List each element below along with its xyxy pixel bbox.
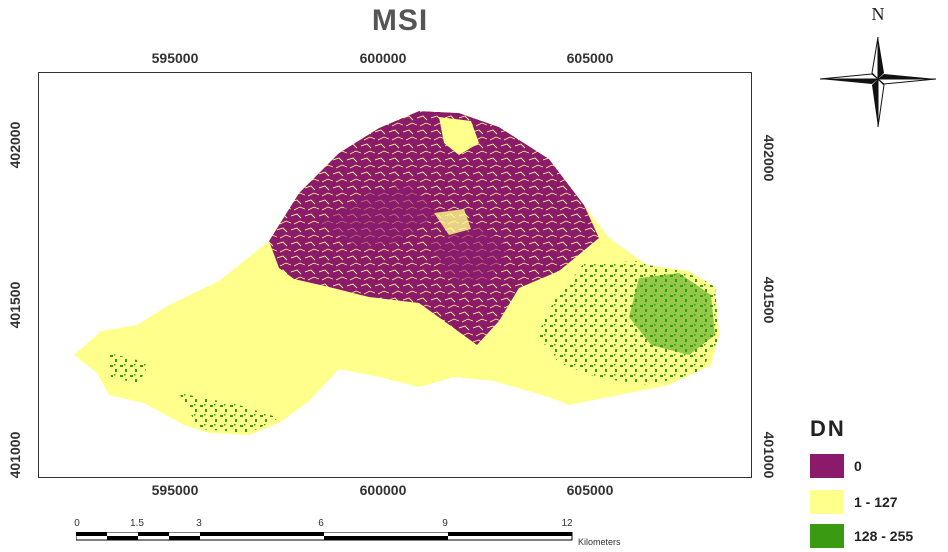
scale-label: 0 [74, 518, 80, 529]
x-tick-bottom: 605000 [566, 482, 614, 498]
x-tick-bottom: 595000 [151, 482, 199, 498]
scale-label: 1.5 [130, 518, 144, 529]
map-title: MSI [371, 4, 429, 37]
y-tick-left: 401500 [7, 281, 23, 329]
scale-label: 6 [318, 518, 324, 529]
legend-label: 128 - 255 [854, 528, 914, 544]
classified-raster-map [74, 111, 719, 435]
x-tick-bottom: 600000 [359, 482, 407, 498]
north-arrow-compass-icon [819, 36, 937, 128]
x-tick-top: 600000 [359, 50, 407, 66]
scale-label: 3 [196, 518, 202, 529]
scale-label: 9 [442, 518, 448, 529]
scale-unit: Kilometers [578, 537, 621, 547]
legend-swatch [810, 524, 844, 548]
x-tick-top: 595000 [151, 50, 199, 66]
y-tick-right: 402000 [761, 134, 777, 182]
y-tick-left: 402000 [7, 121, 23, 169]
x-tick-top: 605000 [566, 50, 614, 66]
legend-swatch [810, 454, 844, 478]
legend-label: 0 [854, 458, 862, 474]
legend-title: DN [810, 416, 846, 441]
legend-swatch [810, 490, 844, 514]
legend-item: 128 - 255 [810, 524, 948, 552]
map-legend: DN 0 1 - 127 128 - 255 [806, 414, 948, 550]
y-tick-right: 401000 [761, 431, 777, 479]
scale-bar-graphic [76, 532, 573, 541]
scale-bar: 0 1.5 3 6 9 12 Kilometers [70, 518, 630, 550]
north-arrow: N [818, 4, 938, 134]
legend-item: 0 [810, 454, 948, 482]
north-label: N [871, 4, 885, 24]
scale-label: 12 [561, 518, 573, 529]
legend-item: 1 - 127 [810, 490, 948, 518]
y-tick-left: 401000 [7, 431, 23, 479]
legend-label: 1 - 127 [854, 494, 898, 510]
y-tick-right: 401500 [761, 276, 777, 324]
map-frame [38, 72, 752, 478]
